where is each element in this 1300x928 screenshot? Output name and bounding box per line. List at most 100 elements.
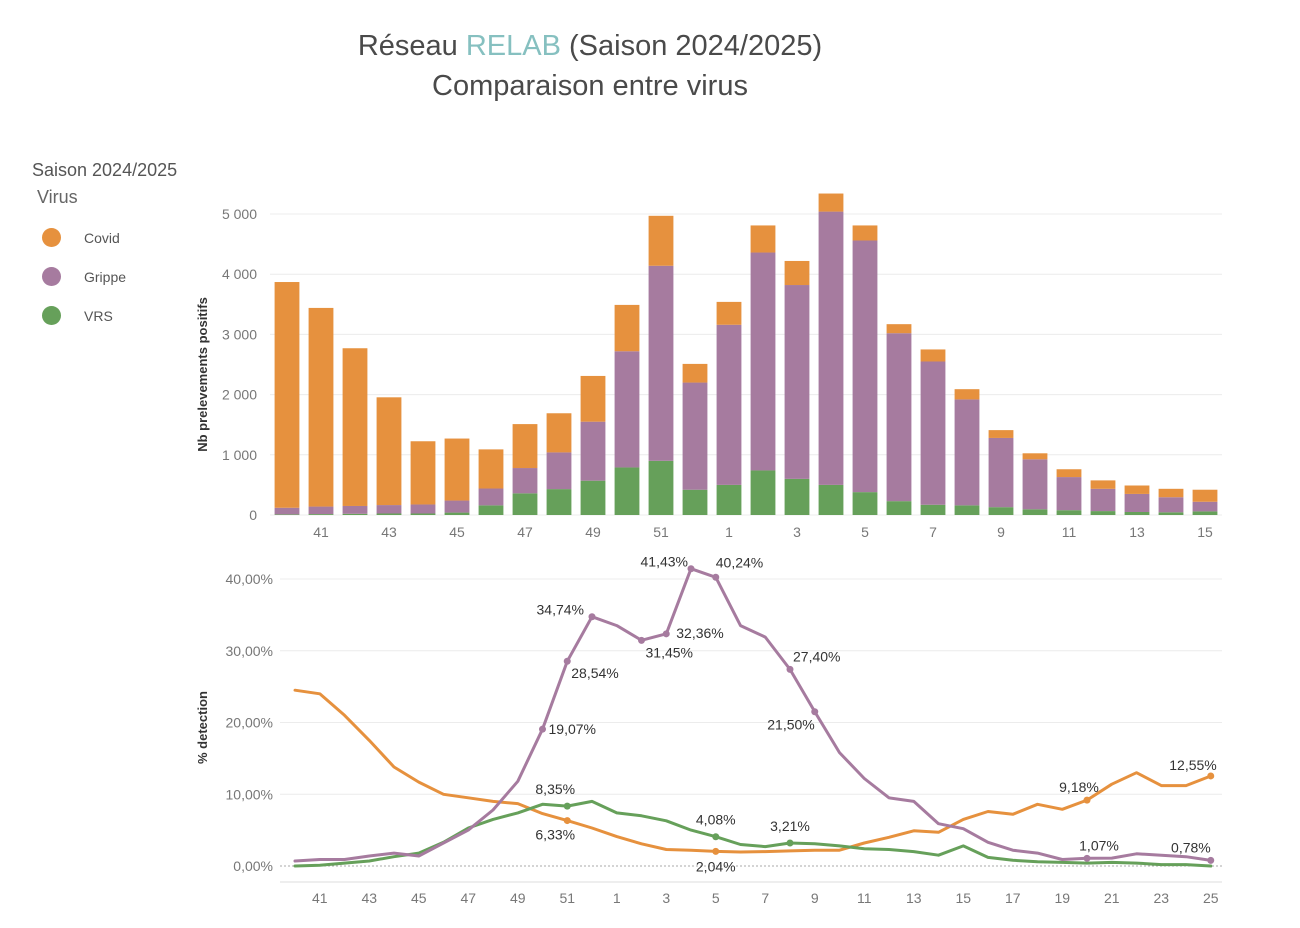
bar-grippe-week-40 [274,507,300,515]
bar-y-axis-label: Nb prelevements positifs [195,297,210,452]
bar-x-tick-label: 3 [793,524,801,540]
bar-grippe-week-14 [1158,497,1184,513]
data-label-vrs-week-5: 4,08% [696,812,736,828]
bar-y-tick-label: 2 000 [222,387,257,403]
bar-y-tick-label: 1 000 [222,447,257,463]
bar-grippe-week-5 [852,240,878,493]
bar-x-tick-label: 41 [313,524,329,540]
line-y-tick-label: 30,00% [226,643,273,659]
line-y-tick-label: 0,00% [233,858,273,874]
data-label-covid-week-5: 2,04% [696,858,736,874]
bar-vrs-week-1 [716,484,742,515]
bar-vrs-week-43 [376,513,402,515]
legend-item-covid[interactable]: Covid [42,228,212,247]
bar-covid-week-5 [852,225,878,241]
bar-x-tick-label: 11 [1062,524,1077,540]
title-suffix: (Saison 2024/2025) [560,30,823,62]
line-x-tick-label: 7 [761,890,769,906]
data-label-grippe-week-25: 0,78% [1171,839,1211,855]
bar-covid-week-9 [988,430,1014,438]
data-label-grippe-week-8: 27,40% [793,648,840,664]
bar-grippe-week-10 [1022,459,1048,510]
line-y-tick-label: 10,00% [226,786,273,802]
line-y-tick-label: 40,00% [226,571,273,587]
line-marker-grippe-week-9 [811,708,819,716]
line-x-tick-label: 49 [510,890,526,906]
bar-covid-week-45 [444,438,470,501]
bar-grippe-week-13 [1124,493,1150,512]
bar-covid-week-51 [648,215,674,266]
legend-label-covid: Covid [84,229,120,246]
bar-vrs-week-15 [1192,511,1218,515]
line-marker-grippe-week-4 [687,565,695,573]
line-marker-grippe-week-50 [539,725,546,733]
bar-grippe-week-11 [1056,477,1082,511]
bar-vrs-week-46 [478,505,504,515]
bar-grippe-week-1 [716,324,742,485]
legend-item-vrs[interactable]: VRS [42,306,212,325]
bar-grippe-week-42 [342,505,368,514]
line-x-tick-label: 1 [613,890,621,906]
legend-subtitle: Virus [37,187,78,207]
line-y-tick-label: 20,00% [226,715,273,731]
legend-dot-vrs [42,306,61,325]
bar-covid-week-7 [920,349,946,362]
bar-vrs-week-14 [1158,512,1184,515]
bar-grippe-week-51 [648,265,674,461]
bar-covid-week-4 [818,193,844,212]
bar-vrs-week-3 [784,478,810,515]
line-x-tick-label: 9 [811,890,819,906]
bar-grippe-week-52 [682,382,708,490]
bar-grippe-week-3 [784,285,810,479]
bar-covid-week-48 [546,413,572,453]
data-label-grippe-week-51: 28,54% [571,665,618,681]
line-marker-covid-week-25 [1207,772,1215,780]
bar-x-tick-label: 49 [585,524,601,540]
line-x-tick-label: 45 [411,890,427,906]
data-label-covid-week-51: 6,33% [535,827,575,843]
legend-label-grippe: Grippe [84,268,127,285]
line-marker-grippe-week-52 [588,613,596,621]
data-label-covid-week-25: 12,55% [1169,757,1216,773]
line-marker-vrs-week-5 [712,833,720,841]
bar-covid-week-2 [750,225,776,253]
chart-title: Réseau RELAB (Saison 2024/2025) Comparai… [0,26,1180,106]
line-x-tick-label: 13 [906,890,922,906]
bar-covid-week-15 [1192,489,1218,502]
line-marker-grippe-week-25 [1207,856,1215,864]
bar-vrs-week-13 [1124,511,1150,515]
bar-vrs-week-40 [274,514,300,515]
line-x-tick-label: 47 [460,890,476,906]
data-label-grippe-week-20: 1,07% [1079,837,1119,853]
line-x-tick-label: 21 [1104,890,1120,906]
line-x-tick-label: 5 [712,890,720,906]
bar-x-tick-label: 47 [517,524,533,540]
line-x-tick-label: 41 [312,890,328,906]
bar-covid-week-47 [512,424,538,469]
bar-covid-week-42 [342,348,368,506]
bar-x-tick-label: 7 [929,524,937,540]
bar-covid-week-44 [410,441,436,505]
bar-y-tick-label: 3 000 [222,326,257,342]
line-marker-covid-week-5 [712,847,720,855]
bar-grippe-week-2 [750,252,776,471]
bar-vrs-week-5 [852,492,878,515]
bar-covid-week-40 [274,282,300,508]
bar-covid-week-6 [886,324,912,334]
legend-item-grippe[interactable]: Grippe [42,267,212,286]
legend-dot-covid [42,228,61,247]
line-x-tick-label: 25 [1203,890,1219,906]
bar-vrs-week-45 [444,512,470,515]
bar-vrs-week-41 [308,514,334,515]
bar-grippe-week-4 [818,211,844,485]
bar-grippe-week-45 [444,500,470,513]
data-label-vrs-week-51: 8,35% [535,781,575,797]
bar-covid-week-1 [716,301,742,325]
bar-vrs-week-2 [750,470,776,515]
bar-chart: 0 1 000 2 000 3 000 4 000 5 000 Nb prelevement… [195,193,1222,540]
line-x-tick-label: 17 [1005,890,1021,906]
bar-vrs-week-4 [818,484,844,515]
bar-y-tick-label: 0 [249,507,257,523]
line-series-vrs [293,799,1213,868]
bar-grippe-week-12 [1090,488,1116,512]
